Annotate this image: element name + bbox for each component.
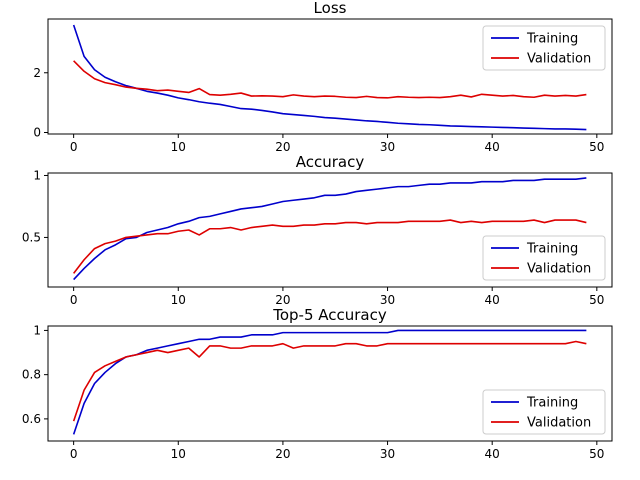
legend-label-validation: Validation	[527, 52, 591, 67]
chart-title: Top-5 Accuracy	[272, 306, 387, 324]
chart-panel: Accuracy 0 10 20 30 40 50 0.5 1 Training Validatio…	[22, 153, 613, 307]
x-tick-label: 50	[589, 293, 604, 307]
plot-area-frame	[47, 172, 613, 288]
x-tick-label: 50	[589, 140, 604, 154]
series-line-validation	[73, 219, 587, 274]
x-tick-label: 20	[275, 293, 290, 307]
series-line-training	[73, 177, 587, 281]
x-tick-label: 10	[171, 293, 186, 307]
x-tick-label: 40	[485, 140, 500, 154]
y-tick-label: 1	[33, 168, 41, 182]
x-tick-label: 0	[70, 447, 78, 461]
legend-frame	[482, 25, 606, 71]
legend-frame	[482, 389, 606, 435]
y-tick-label: 2	[33, 66, 41, 80]
x-tick-label: 0	[70, 140, 78, 154]
plot-area-frame	[47, 18, 613, 135]
x-tick-label: 10	[171, 140, 186, 154]
legend: Training Validation	[482, 235, 606, 281]
legend: Training Validation	[482, 25, 606, 71]
x-tick-label: 20	[275, 447, 290, 461]
x-tick-label: 50	[589, 447, 604, 461]
legend-label-validation: Validation	[527, 262, 591, 277]
series-line-validation	[72, 340, 587, 422]
x-tick-label: 40	[485, 293, 500, 307]
x-tick-label: 30	[380, 140, 395, 154]
y-tick-label: 0.8	[22, 368, 41, 382]
legend-label-validation: Validation	[527, 416, 591, 431]
plot-area-frame	[47, 325, 613, 442]
y-tick-label: 0.6	[22, 412, 41, 426]
x-tick-label: 30	[380, 293, 395, 307]
legend-label-training: Training	[526, 242, 578, 257]
chart-panel: Loss 0 10 20 30 40 50 0 2 Training Validation	[33, 0, 613, 154]
x-tick-label: 20	[275, 140, 290, 154]
y-tick-label: 0	[33, 126, 41, 140]
y-tick-label: 1	[33, 323, 41, 337]
legend-label-training: Training	[526, 32, 578, 47]
chart-title: Loss	[314, 0, 347, 17]
legend: Training Validation	[482, 389, 606, 435]
legend-label-training: Training	[526, 396, 578, 411]
x-tick-label: 40	[485, 447, 500, 461]
legend-frame	[482, 235, 606, 281]
x-tick-label: 30	[380, 447, 395, 461]
chart-title: Accuracy	[296, 153, 365, 171]
x-tick-label: 10	[171, 447, 186, 461]
series-line-validation	[73, 60, 587, 99]
series-line-training	[72, 24, 587, 131]
y-tick-label: 0.5	[22, 230, 41, 244]
chart-panel: Top-5 Accuracy 0 10 20 30 40 50 0.6 0.8 1 Training…	[22, 306, 613, 461]
x-tick-label: 0	[70, 293, 78, 307]
series-line-training	[72, 329, 587, 435]
